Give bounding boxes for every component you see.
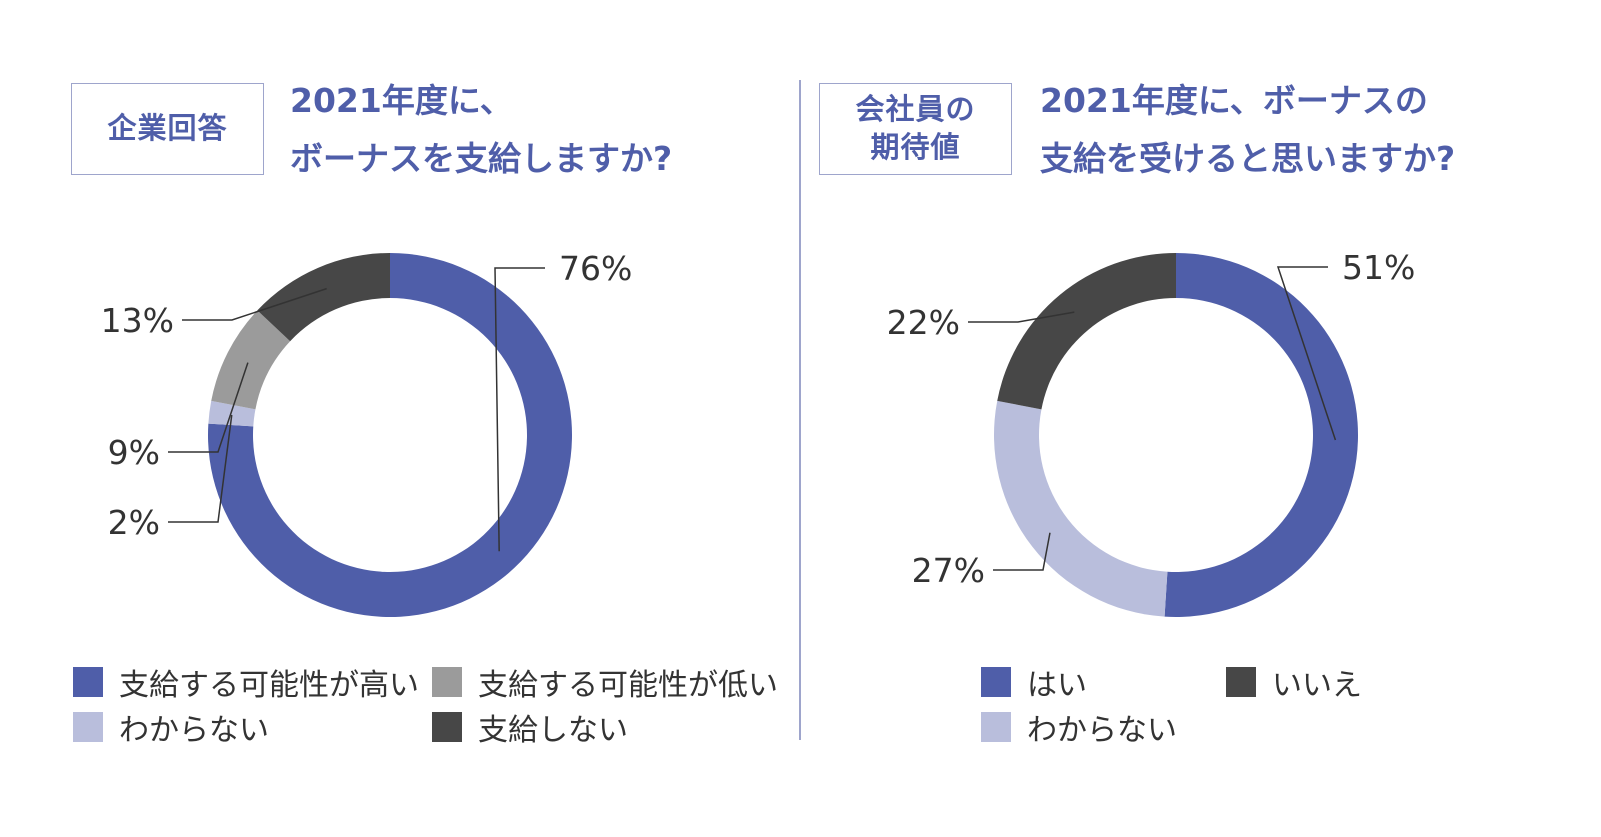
data-label: 2% (108, 503, 160, 542)
legend-label: 支給する可能性が高い (119, 668, 419, 703)
legend-label: いいえ (1272, 668, 1362, 703)
data-label: 13% (101, 301, 174, 340)
legend-swatch (432, 667, 462, 697)
chart-title: 2021年度に、 ボーナスを支給しますか? (290, 72, 672, 188)
legend-item: 支給する可能性が高い (73, 660, 419, 704)
leader-line (168, 362, 249, 453)
legend-label: わからない (1027, 713, 1177, 748)
donut-chart-company: 76% 2% 9% 13% (101, 249, 632, 617)
data-label: 27% (912, 551, 985, 590)
leader-line (968, 311, 1075, 323)
title-line-2: 支給を受けると思いますか? (1040, 139, 1456, 178)
tag-employee-expectation: 会社員の 期待値 (819, 83, 1012, 175)
legend-item: わからない (981, 705, 1177, 749)
title-line-2: ボーナスを支給しますか? (290, 139, 673, 178)
tag-line: 会社員の (855, 92, 976, 127)
legend-swatch (432, 712, 462, 742)
title-line-1: 2021年度に、ボーナスの (1040, 81, 1428, 120)
panel-divider (799, 80, 801, 740)
legend-item: 支給する可能性が低い (432, 660, 778, 704)
data-label: 76% (559, 249, 632, 288)
donut-slice (994, 400, 1168, 617)
legend-swatch (981, 712, 1011, 742)
leader-line (494, 267, 545, 552)
legend-item: いいえ (1226, 660, 1362, 704)
leader-line (993, 532, 1051, 571)
leader-line (1276, 266, 1337, 441)
donut-slice (211, 310, 291, 410)
data-label: 22% (887, 303, 960, 342)
legend-label: わからない (119, 713, 269, 748)
tag-line: 企業回答 (107, 111, 228, 146)
legend-label: はい (1027, 668, 1087, 703)
leader-line (182, 287, 327, 321)
legend-item: はい (981, 660, 1087, 704)
panel-company-answer: 企業回答 2021年度に、 ボーナスを支給しますか? 76% 2% 9% 13% 支給… (0, 0, 800, 837)
leader-line (168, 414, 233, 523)
legend-item: わからない (73, 705, 269, 749)
donut-slice (257, 253, 390, 342)
legend-swatch (73, 712, 103, 742)
chart-title: 2021年度に、ボーナスの 支給を受けると思いますか? (1040, 72, 1455, 188)
tag-line: 期待値 (870, 130, 961, 164)
panel-employee-expectation: 会社員の 期待値 2021年度に、ボーナスの 支給を受けると思いますか? 51%… (800, 0, 1601, 837)
legend-item: 支給しない (432, 705, 628, 749)
donut-slice (208, 400, 256, 427)
data-label: 9% (108, 433, 160, 472)
donut-slice (1164, 253, 1359, 617)
data-label: 51% (1342, 248, 1415, 287)
donut-slice (997, 253, 1176, 410)
donut-chart-employee: 51% 27% 22% (887, 248, 1415, 617)
title-line-1: 2021年度に、 (290, 81, 513, 120)
legend-label: 支給しない (478, 713, 628, 748)
legend-label: 支給する可能性が低い (478, 668, 778, 703)
legend-swatch (1226, 667, 1256, 697)
legend-swatch (73, 667, 103, 697)
legend-swatch (981, 667, 1011, 697)
tag-company-answer: 企業回答 (71, 83, 264, 175)
